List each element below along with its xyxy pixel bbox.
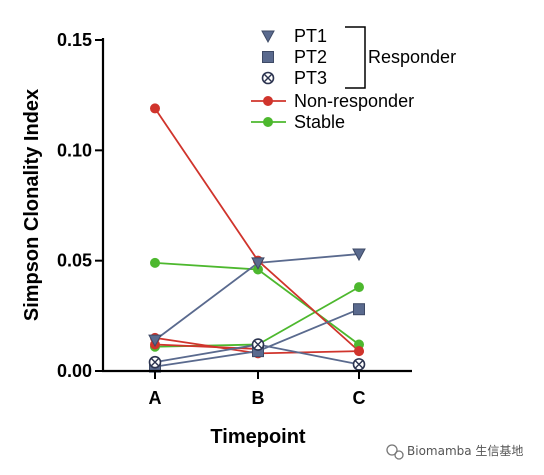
legend-entry-3: Non-responder	[251, 91, 414, 111]
y-axis-title: Simpson Clonality Index	[21, 89, 43, 321]
legend-marker-4	[263, 117, 273, 127]
watermark: Biomamba 生信基地	[386, 444, 523, 460]
y-tick-label-0: 0.00	[57, 361, 92, 381]
legend-entry-2: PT3	[261, 68, 327, 88]
y-tick-label-3: 0.15	[57, 30, 92, 50]
x-tick-label-1: B	[252, 388, 265, 408]
watermark-text: Biomamba 生信基地	[407, 444, 523, 458]
data-point-3-0	[150, 103, 160, 114]
y-tick-label-1: 0.05	[57, 251, 92, 271]
legend-label-2: PT3	[294, 68, 327, 88]
y-tick-label-2: 0.10	[57, 140, 92, 160]
legend-label-4: Stable	[294, 112, 345, 132]
legend-label-1: PT2	[294, 47, 327, 67]
legend-label-3: Non-responder	[294, 91, 414, 111]
data-point-0-2	[352, 248, 366, 262]
legend-entry-1: PT2	[262, 47, 327, 67]
data-point-2-2	[352, 358, 366, 371]
legend-entry-4: Stable	[251, 112, 345, 132]
legend-entry-0: PT1	[261, 26, 327, 46]
legend-marker-1	[262, 51, 274, 63]
x-axis-title: Timepoint	[210, 426, 306, 448]
data-point-0-1	[251, 257, 265, 270]
plot-area	[148, 103, 366, 373]
legend-marker-3	[263, 96, 273, 106]
legend-marker-0	[261, 30, 275, 44]
legend-bracket	[345, 26, 366, 89]
data-point-1-2	[353, 303, 365, 316]
x-tick-label-0: A	[149, 388, 162, 408]
data-point-7-2	[354, 282, 364, 293]
data-point-4-2	[354, 346, 364, 357]
data-point-6-0	[150, 257, 160, 268]
data-point-0-0	[148, 334, 162, 348]
data-point-2-1	[251, 338, 265, 351]
legend-marker-2	[261, 71, 275, 85]
series-line-3	[154, 107, 360, 352]
axes: 0.00 0.05 0.10 0.15 A B C	[57, 30, 412, 408]
x-tick-label-2: C	[353, 388, 366, 408]
legend-group-label: Responder	[368, 47, 456, 67]
legend-label-0: PT1	[294, 26, 327, 46]
data-point-2-0	[148, 355, 162, 369]
wechat-icon	[386, 444, 404, 460]
